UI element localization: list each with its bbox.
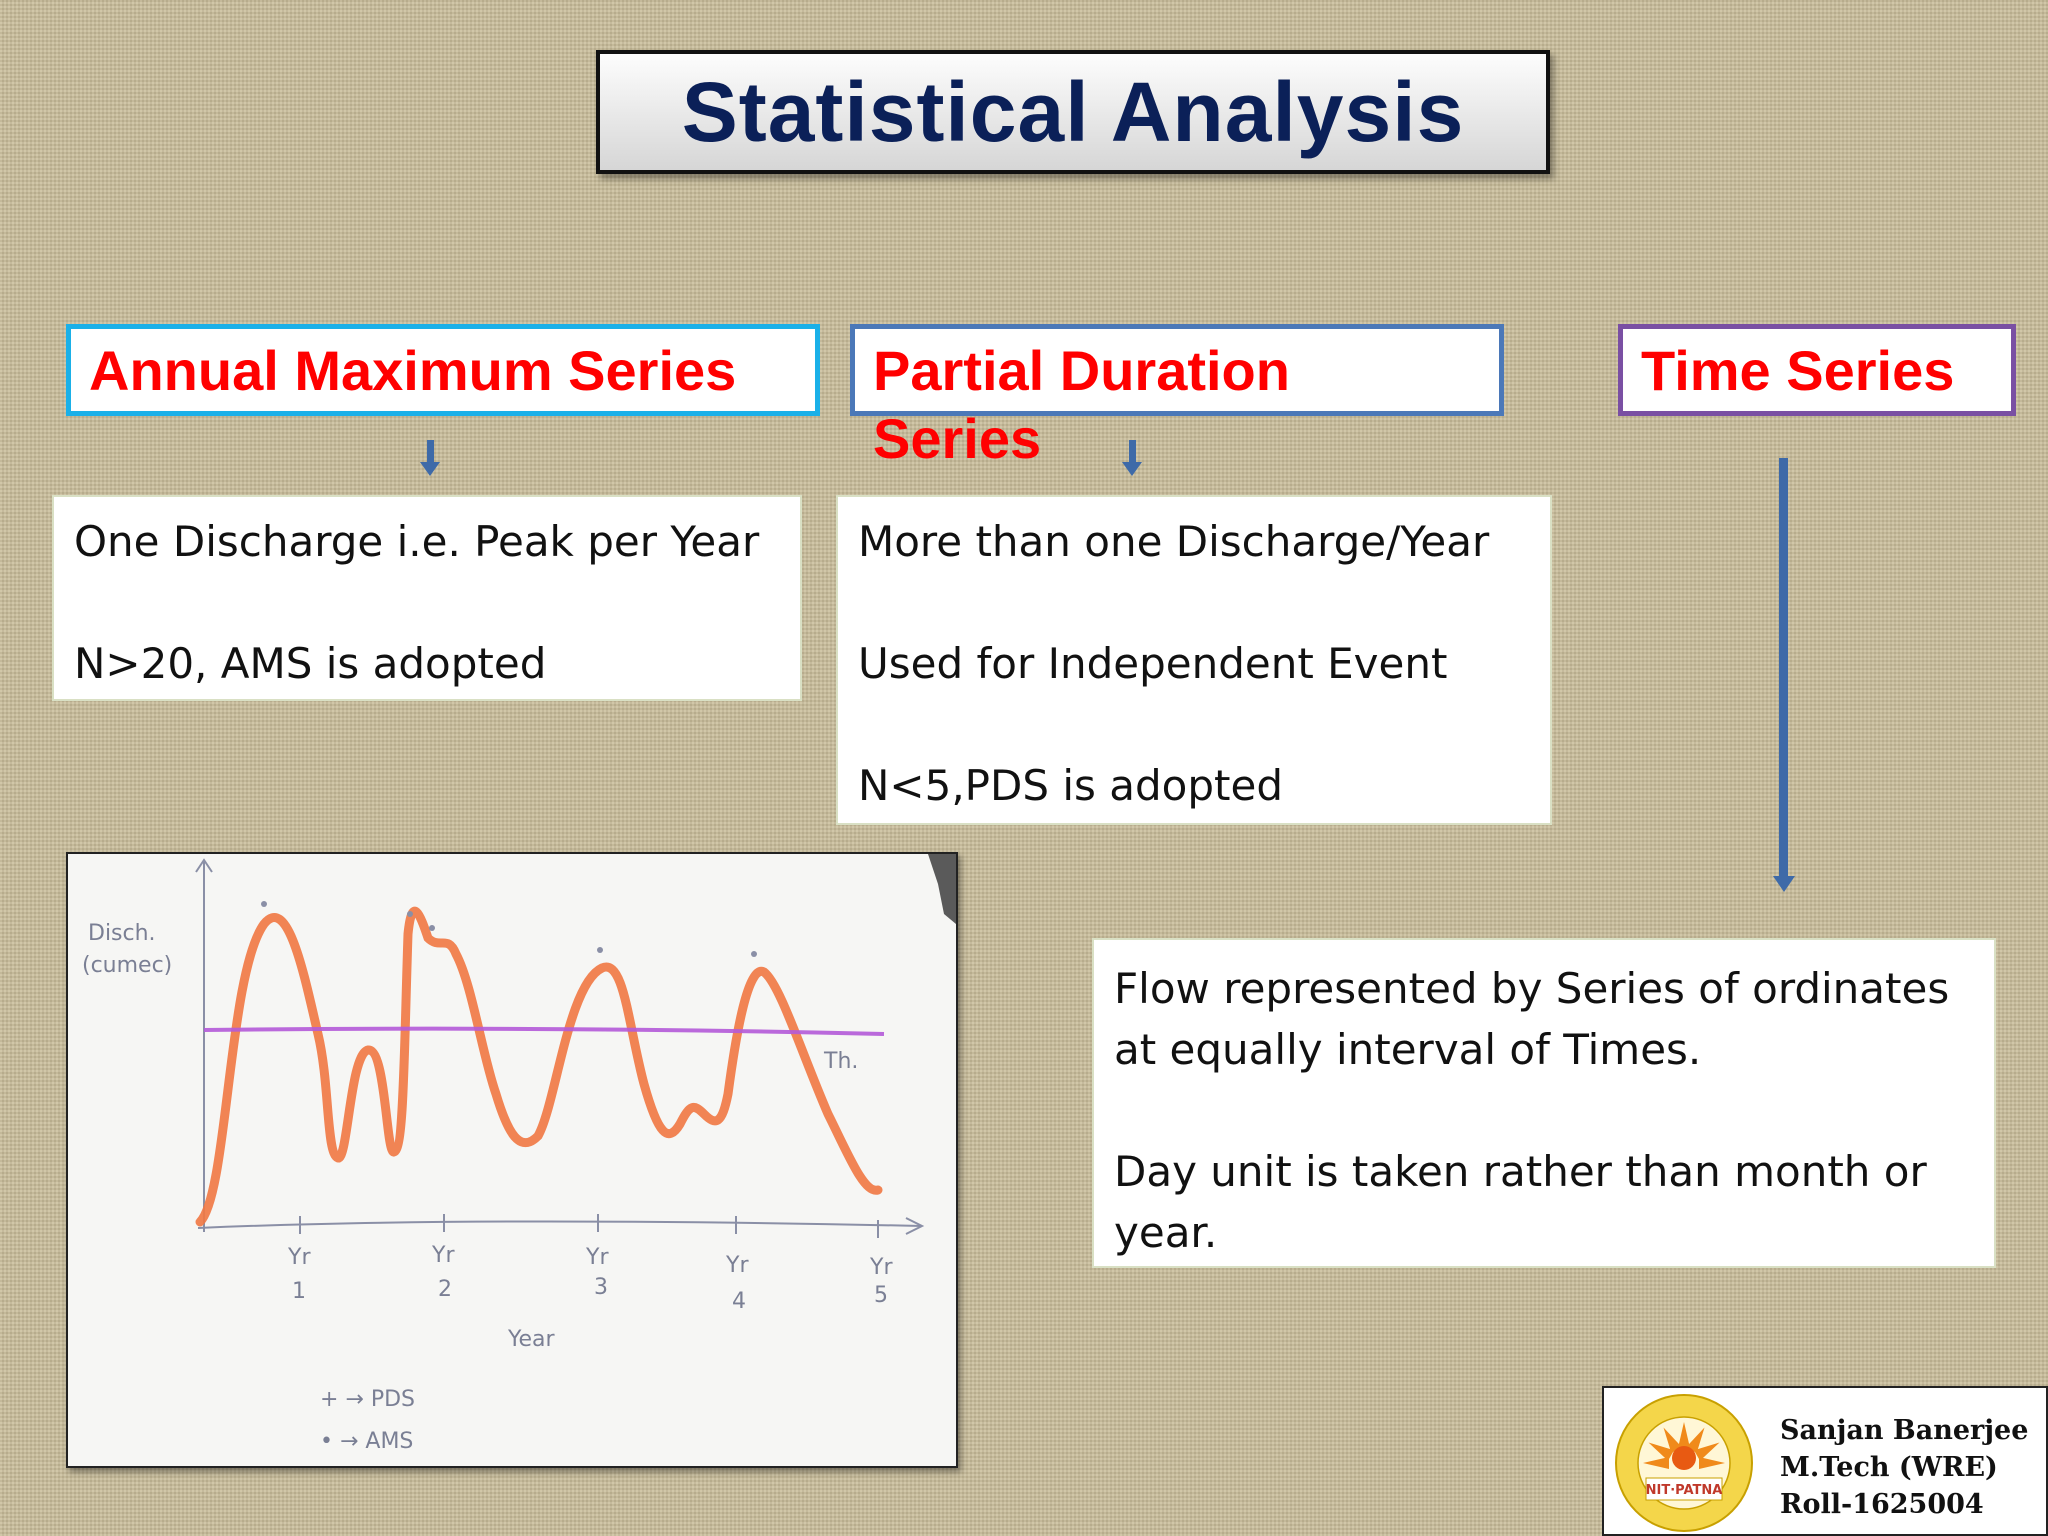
hydrograph-sketch-photo: Disch. (cumec) Th. Yr 1 Yr 2 Yr 3 Yr 4 Y… [66,852,958,1468]
author-degree: M.Tech (WRE) [1780,1452,1998,1483]
pds-header-line2: Series [873,407,1042,470]
tick-3-bottom: 3 [594,1275,608,1300]
ts-header: Time Series [1618,324,2016,416]
tick-5-bottom: 5 [874,1283,888,1308]
ams-description: One Discharge i.e. Peak per Year N>20, A… [52,495,802,701]
hydrograph-curve [195,906,883,1227]
author-badge: NIT·PATNA Sanjan Banerjee M.Tech (WRE) R… [1602,1386,2048,1536]
nit-patna-logo-icon: NIT·PATNA [1615,1394,1753,1532]
ts-paragraph-2: Day unit is taken rather than month or y… [1114,1147,1927,1257]
peak-markers [261,901,757,957]
y-label-2: (cumec) [82,953,172,978]
logo-text: NIT·PATNA [1646,1483,1723,1498]
pds-description: More than one Discharge/Year Used for In… [836,495,1552,825]
hydrograph-sketch: Disch. (cumec) Th. Yr 1 Yr 2 Yr 3 Yr 4 Y… [82,854,956,1454]
tick-2-bottom: 2 [438,1277,452,1302]
ams-line-1: One Discharge i.e. Peak per Year [74,517,760,566]
author-info: Sanjan Banerjee M.Tech (WRE) Roll-162500… [1780,1412,2028,1523]
tick-2-top: Yr [431,1243,455,1268]
ts-paragraph-1: Flow represented by Series of ordinates … [1114,964,1950,1074]
pds-header-line1: Partial Duration [873,339,1290,402]
tick-1-bottom: 1 [292,1279,306,1304]
legend-ams: • → AMS [320,1429,413,1454]
tick-5-top: Yr [869,1255,893,1280]
ts-description: Flow represented by Series of ordinates … [1092,938,1996,1268]
ams-header-label: Annual Maximum Series [89,339,737,402]
pds-header: Partial Duration Series [850,324,1504,470]
pds-line-2: Used for Independent Event [858,639,1448,688]
threshold-line [203,1026,885,1036]
x-axis [197,1220,923,1229]
ts-header-label: Time Series [1641,339,1955,402]
x-axis-label: Year [507,1327,556,1352]
title-box: Statistical Analysis [596,50,1550,174]
tick-4-top: Yr [725,1253,749,1278]
tick-3-top: Yr [585,1245,609,1270]
ams-line-2: N>20, AMS is adopted [74,639,547,688]
y-label-1: Disch. [88,921,156,946]
author-roll: Roll-1625004 [1780,1489,1984,1520]
tick-4-bottom: 4 [732,1289,746,1314]
pds-line-1: More than one Discharge/Year [858,517,1490,566]
threshold-label: Th. [823,1049,858,1074]
ams-header: Annual Maximum Series [66,324,820,416]
tick-1-top: Yr [287,1245,311,1270]
pds-line-3: N<5,PDS is adopted [858,761,1283,810]
slide-title: Statistical Analysis [681,64,1465,159]
legend-pds: + → PDS [320,1387,415,1412]
author-name: Sanjan Banerjee [1780,1415,2029,1446]
